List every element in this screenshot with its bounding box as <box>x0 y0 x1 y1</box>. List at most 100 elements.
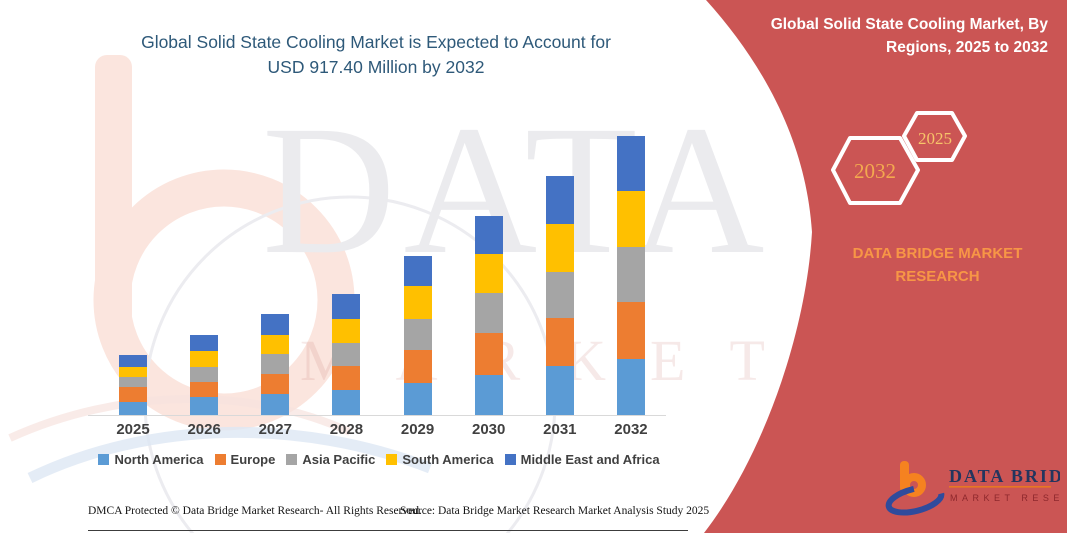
watermark-pink-swoosh <box>8 394 352 442</box>
legend-swatch-icon <box>286 454 298 465</box>
x-tick-label-2028: 2028 <box>329 421 364 438</box>
plot-area <box>88 0 666 415</box>
legend-swatch-icon <box>98 454 110 465</box>
x-tick-label-2026: 2026 <box>187 421 221 438</box>
bar-segment-north-america <box>119 401 147 415</box>
bar-segment-middle-east-and-africa <box>119 355 147 367</box>
bar-segment-europe <box>403 350 432 383</box>
bar-segment-asia-pacific <box>261 354 290 374</box>
chart-title: Global Solid State Cooling Market is Exp… <box>70 30 682 80</box>
logo-subtitle: MARKET RESEARCH <box>950 493 1060 503</box>
x-tick-label-2027: 2027 <box>258 421 292 438</box>
logo-wordmark: DATA BRIDGE <box>949 466 1060 486</box>
bar-segment-europe <box>332 365 361 391</box>
bar-segment-europe <box>261 373 290 394</box>
bar-segment-north-america <box>545 366 574 415</box>
x-tick-label-2029: 2029 <box>400 421 435 438</box>
bar-segment-north-america <box>332 390 361 415</box>
year-hexagons: 2032 2025 <box>831 111 967 205</box>
bar-segment-north-america <box>261 394 290 415</box>
bar-segment-south-america <box>403 286 432 319</box>
bar-segment-asia-pacific <box>474 293 503 334</box>
legend-swatch-icon <box>214 454 226 465</box>
x-axis-line <box>88 415 666 416</box>
bar-segment-asia-pacific <box>545 271 574 319</box>
brand-name-line1: DATA BRIDGE MARKET <box>852 245 1023 262</box>
stacked-bar-2029 <box>403 256 432 415</box>
legend-label: North America <box>114 452 204 467</box>
source-note: Source: Data Bridge Market Research Mark… <box>400 505 710 517</box>
legend-item-south-america: South America <box>386 452 494 467</box>
brand-name: DATA BRIDGE MARKET RESEARCH <box>830 242 1045 288</box>
bar-segment-asia-pacific <box>190 367 219 382</box>
bar-segment-north-america <box>190 396 219 415</box>
side-panel-title: Global Solid State Cooling Market, By Re… <box>740 13 1048 59</box>
legend-item-asia-pacific: Asia Pacific <box>286 452 375 467</box>
hexagon-2025-label: 2025 <box>918 129 952 148</box>
legend-label: Middle East and Africa <box>520 452 660 467</box>
legend-label: Asia Pacific <box>302 452 376 467</box>
legend-label: Europe <box>230 452 276 467</box>
company-logo: DATA BRIDGE MARKET RESEARCH <box>885 461 1060 516</box>
x-tick-label-2031: 2031 <box>543 421 577 438</box>
bar-segment-asia-pacific <box>403 318 432 351</box>
bar-segment-south-america <box>190 351 219 368</box>
x-tick-label-2025: 2025 <box>116 421 150 438</box>
bar-segment-middle-east-and-africa <box>190 335 219 352</box>
side-panel-title-line1: Global Solid State Cooling Market, By <box>770 16 1048 33</box>
bar-segment-europe <box>190 381 219 397</box>
bar-segment-south-america <box>474 254 503 294</box>
bar-segment-europe <box>119 386 147 402</box>
bar-segment-north-america <box>403 382 432 415</box>
watermark-blue-swoosh <box>27 426 432 483</box>
logo-underline <box>949 486 1051 488</box>
x-axis-labels: 2025 2026 2027 2028 2029 2030 2031 2032 <box>88 421 666 441</box>
stacked-bar-2031 <box>545 176 574 415</box>
bar-segment-middle-east-and-africa <box>474 215 503 255</box>
hexagon-2032-label: 2032 <box>854 159 896 183</box>
brand-name-line2: RESEARCH <box>895 268 980 285</box>
bar-segment-south-america <box>545 224 574 272</box>
stacked-bar-2026 <box>190 335 219 415</box>
bottom-divider-line <box>88 530 688 531</box>
chart-title-line2: USD 917.40 Million by 2032 <box>267 57 485 77</box>
legend-item-middle-east-and-africa: Middle East and Africa <box>504 452 660 467</box>
bar-segment-north-america <box>474 374 503 415</box>
side-panel-title-line2: Regions, 2025 to 2032 <box>886 39 1048 56</box>
hexagon-2025 <box>902 111 967 162</box>
legend-swatch-icon <box>504 454 516 465</box>
stacked-bar-2030 <box>474 215 503 415</box>
dmca-notice: DMCA Protected © Data Bridge Market Rese… <box>88 505 422 517</box>
bar-segment-south-america <box>332 319 361 343</box>
side-panel-shape <box>704 0 1067 533</box>
bar-segment-south-america <box>616 191 645 247</box>
legend-item-north-america: North America <box>98 452 204 467</box>
bar-segment-north-america <box>616 359 645 415</box>
bar-segment-south-america <box>119 366 147 377</box>
legend-label: South America <box>402 452 494 467</box>
hexagon-2032 <box>831 136 920 205</box>
stacked-bar-2028 <box>332 294 361 415</box>
bar-segment-europe <box>616 302 645 360</box>
x-tick-label-2030: 2030 <box>472 421 506 438</box>
bar-segment-middle-east-and-africa <box>261 313 290 335</box>
x-tick-label-2032: 2032 <box>614 421 648 438</box>
chart-title-line1: Global Solid State Cooling Market is Exp… <box>141 32 611 52</box>
stacked-bar-2027 <box>261 313 290 415</box>
bar-segment-europe <box>474 333 503 375</box>
bar-segment-asia-pacific <box>332 342 361 366</box>
bar-segment-europe <box>545 318 574 366</box>
chart-legend: North America Europe Asia Pacific South Ame… <box>73 452 685 467</box>
logo-d-swoosh <box>885 484 945 516</box>
bar-segment-middle-east-and-africa <box>616 135 645 192</box>
bar-segment-middle-east-and-africa <box>545 176 574 225</box>
stacked-bar-2025 <box>119 355 147 415</box>
stacked-bar-2032 <box>616 135 645 415</box>
bar-segment-middle-east-and-africa <box>332 294 361 320</box>
legend-item-europe: Europe <box>214 452 276 467</box>
bar-segment-asia-pacific <box>616 246 645 303</box>
logo-b-bowl <box>902 473 926 497</box>
bar-segment-asia-pacific <box>119 376 147 387</box>
